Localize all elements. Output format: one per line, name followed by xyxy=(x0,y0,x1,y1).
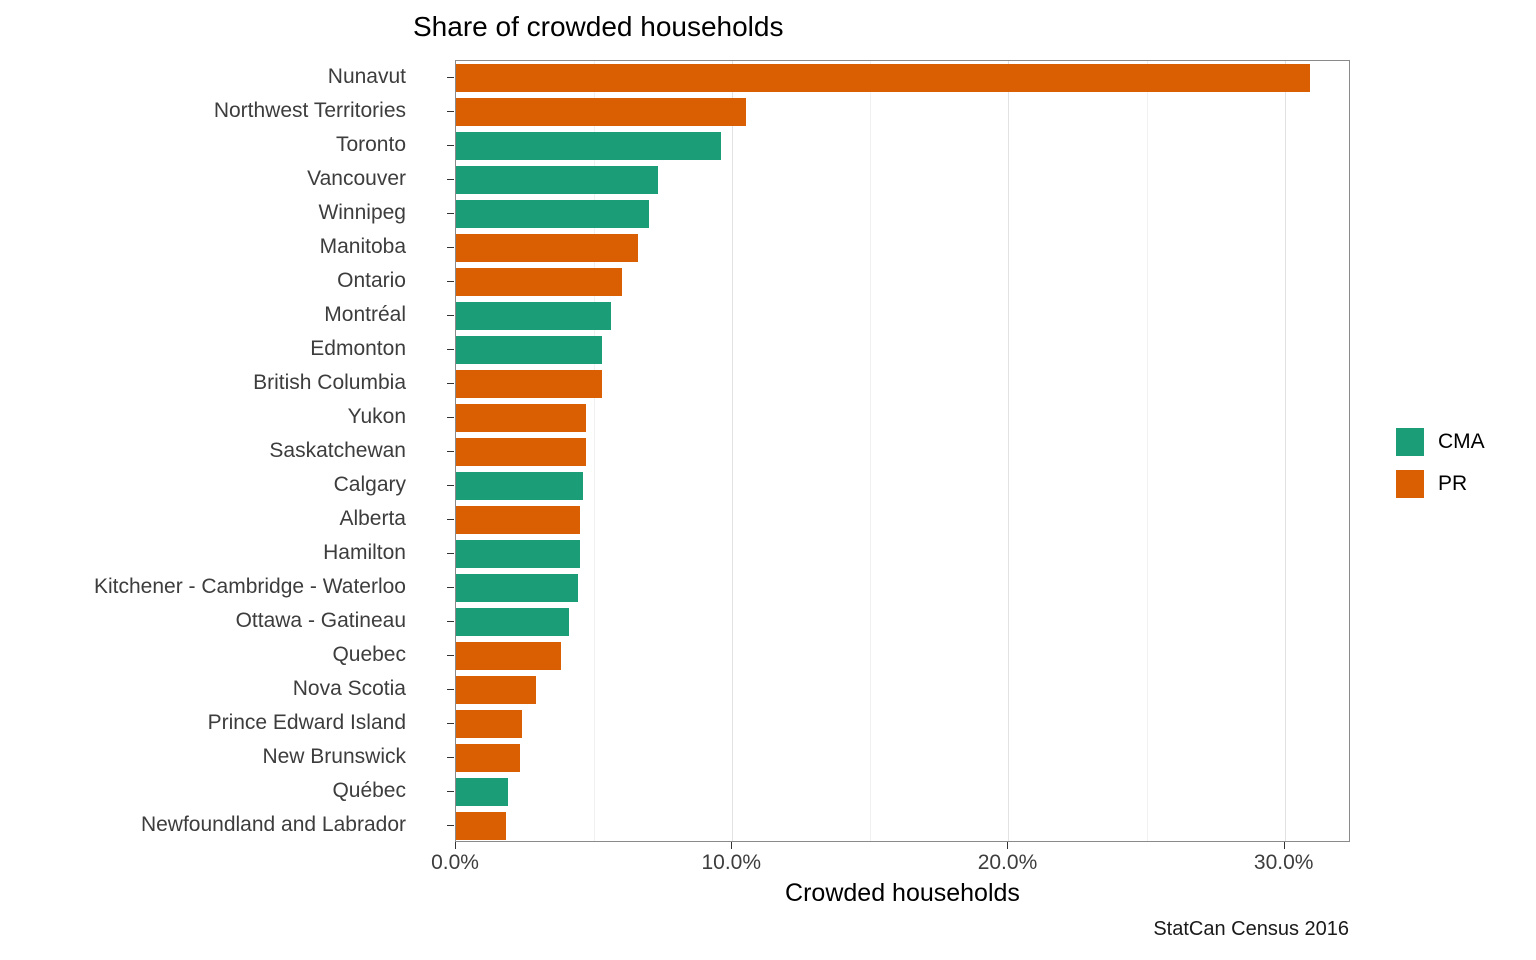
bar xyxy=(456,540,581,568)
x-axis-title: Crowded households xyxy=(785,879,1020,907)
y-axis-label: Manitoba xyxy=(319,235,406,258)
y-axis-label: Yukon xyxy=(347,405,406,428)
y-axis: Nunavut Northwest Territories Toronto Vanco… xyxy=(0,60,406,842)
y-axis-label: Alberta xyxy=(339,507,406,530)
y-axis-label: Ottawa - Gatineau xyxy=(235,609,406,632)
y-axis-label: British Columbia xyxy=(253,371,406,394)
y-axis-label: Toronto xyxy=(335,133,406,156)
bar xyxy=(456,608,570,636)
chart-title: Share of crowded households xyxy=(413,11,784,42)
y-axis-tick xyxy=(447,111,454,112)
y-axis-label: Nova Scotia xyxy=(292,677,406,700)
x-axis-tick xyxy=(455,842,456,849)
x-axis-tick xyxy=(1007,842,1009,849)
y-axis-label: Montréal xyxy=(324,303,406,326)
y-axis-tick xyxy=(447,213,454,214)
bar xyxy=(456,336,603,364)
x-axis-tick xyxy=(1283,842,1285,849)
bar xyxy=(456,268,622,296)
bar xyxy=(456,200,650,228)
y-axis-label: Nunavut xyxy=(327,65,406,88)
gridline-minor xyxy=(1146,61,1148,841)
y-axis-tick xyxy=(447,383,454,384)
bar xyxy=(456,234,639,262)
y-axis-tick xyxy=(447,77,454,78)
x-axis-tick-label: 0.0% xyxy=(431,851,479,874)
y-axis-label: New Brunswick xyxy=(262,745,406,768)
y-axis-tick xyxy=(447,587,454,588)
legend-item-pr: PR xyxy=(1396,470,1485,498)
bar xyxy=(456,710,523,738)
legend-swatch-cma xyxy=(1396,428,1424,456)
gridline-minor xyxy=(870,61,872,841)
y-axis-tick xyxy=(447,451,454,452)
bar xyxy=(456,506,581,534)
bar xyxy=(456,676,537,704)
y-axis-tick xyxy=(447,723,454,724)
bar xyxy=(456,438,586,466)
y-axis-label: Edmonton xyxy=(310,337,406,360)
y-axis-tick xyxy=(447,689,454,690)
bar xyxy=(456,574,578,602)
bar xyxy=(456,812,506,840)
gridline-major xyxy=(1008,61,1010,841)
bar xyxy=(456,98,747,126)
y-axis-tick xyxy=(447,145,454,146)
y-axis-label: Prince Edward Island xyxy=(207,711,406,734)
y-axis-tick xyxy=(447,315,454,316)
y-axis-label: Winnipeg xyxy=(318,201,406,224)
bar xyxy=(456,642,561,670)
y-axis-tick xyxy=(447,247,454,248)
y-axis-tick xyxy=(447,791,454,792)
bar xyxy=(456,166,658,194)
caption: StatCan Census 2016 xyxy=(1153,918,1349,940)
y-axis-tick xyxy=(447,655,454,656)
bar xyxy=(456,472,584,500)
gridline-major xyxy=(1284,61,1286,841)
legend-swatch-pr xyxy=(1396,470,1424,498)
x-axis-tick xyxy=(731,842,733,849)
bar xyxy=(456,302,611,330)
legend-label-pr: PR xyxy=(1438,472,1468,495)
y-axis-tick xyxy=(447,417,454,418)
bar xyxy=(456,64,1310,92)
y-axis-label: Ontario xyxy=(337,269,406,292)
y-axis-tick xyxy=(447,485,454,486)
x-axis-tick-label: 20.0% xyxy=(977,851,1038,874)
plot-panel xyxy=(455,60,1350,842)
y-axis-label: Québec xyxy=(332,779,406,802)
y-axis-label: Hamilton xyxy=(323,541,406,564)
y-axis-label: Kitchener - Cambridge - Waterloo xyxy=(93,575,406,598)
y-axis-tick xyxy=(447,179,454,180)
bar xyxy=(456,132,722,160)
y-axis-tick xyxy=(447,553,454,554)
x-axis-tick-label: 10.0% xyxy=(701,851,762,874)
y-axis-label: Quebec xyxy=(332,643,406,666)
y-axis-tick xyxy=(447,621,454,622)
y-axis-tick xyxy=(447,281,454,282)
gridline-major xyxy=(732,61,734,841)
bar xyxy=(456,778,509,806)
y-axis-label: Newfoundland and Labrador xyxy=(140,813,406,836)
x-axis-tick-label: 30.0% xyxy=(1253,851,1314,874)
y-axis-tick xyxy=(447,349,454,350)
y-axis-tick xyxy=(447,757,454,758)
gridline-minor xyxy=(594,61,596,841)
y-axis-label: Saskatchewan xyxy=(269,439,406,462)
y-axis-tick xyxy=(447,519,454,520)
y-axis-label: Calgary xyxy=(333,473,406,496)
bar xyxy=(456,404,586,432)
y-axis-label: Northwest Territories xyxy=(213,99,406,122)
y-axis-label: Vancouver xyxy=(307,167,406,190)
bar xyxy=(456,744,520,772)
legend: CMA PR xyxy=(1396,428,1485,512)
bar xyxy=(456,370,603,398)
legend-label-cma: CMA xyxy=(1438,430,1485,453)
legend-item-cma: CMA xyxy=(1396,428,1485,456)
y-axis-tick xyxy=(447,825,454,826)
